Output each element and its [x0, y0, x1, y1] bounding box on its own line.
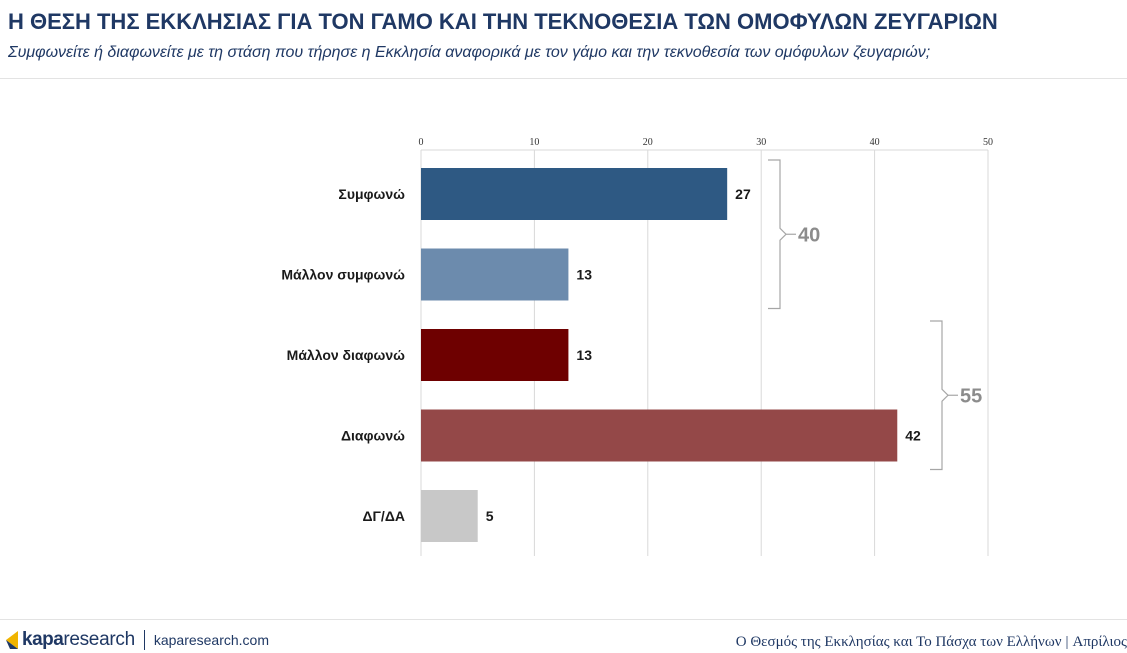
- x-tick-label: 10: [529, 137, 539, 148]
- group-brace: [768, 159, 787, 310]
- footer-report-info: Ο Θεσμός της Εκκλησίας και Το Πάσχα των …: [736, 634, 1127, 651]
- group-total-label: 55: [960, 385, 982, 407]
- page-subtitle: Συμφωνείτε ή διαφωνείτε με τη στάση που …: [8, 44, 931, 61]
- category-label: Μάλλον διαφωνώ: [287, 347, 406, 363]
- footer-date: Απρίλιος: [1072, 634, 1127, 650]
- category-label: Διαφωνώ: [341, 428, 405, 444]
- data-label: 42: [905, 428, 921, 444]
- x-tick-label: 40: [870, 137, 880, 148]
- header-divider: [0, 78, 1127, 79]
- bar: [421, 409, 898, 462]
- logo-brand-suffix: research: [63, 629, 135, 650]
- data-label: 5: [486, 508, 494, 524]
- bar: [421, 490, 478, 542]
- footer-report-title: Ο Θεσμός της Εκκλησίας και Το Πάσχα των …: [735, 634, 1062, 650]
- logo-brand: kapa: [22, 629, 64, 650]
- footer-url: kaparesearch.com: [153, 632, 270, 648]
- footer-separator: |: [1065, 634, 1069, 650]
- x-tick-label: 0: [419, 137, 424, 148]
- category-label: Συμφωνώ: [338, 186, 405, 202]
- kapa-logo-icon: [6, 631, 18, 649]
- x-tick-label: 50: [983, 137, 993, 148]
- footer-divider: [0, 619, 1127, 620]
- group-brace: [930, 320, 949, 471]
- data-label: 13: [576, 267, 592, 283]
- x-tick-label: 30: [756, 137, 766, 148]
- category-label: ΔΓ/ΔΑ: [362, 508, 405, 524]
- x-tick-label: 20: [643, 137, 653, 148]
- bar: [421, 168, 728, 220]
- data-label: 13: [576, 347, 592, 363]
- group-total-label: 40: [798, 224, 820, 246]
- bar: [421, 329, 569, 381]
- footer-logo: kapa research kaparesearch.com: [4, 628, 269, 652]
- logo-separator: [143, 630, 145, 650]
- data-label: 27: [735, 186, 751, 202]
- bar-chart: 0 10 20 30 40 50 Συμφωνώ 27 Μάλλον συμφωνώ 13 Μάλλ…: [281, 137, 993, 556]
- page-title: Η ΘΕΣΗ ΤΗΣ ΕΚΚΛΗΣΙΑΣ ΓΙΑ ΤΟΝ ΓΑΜΟ ΚΑΙ ΤΗ…: [8, 9, 998, 34]
- category-label: Μάλλον συμφωνώ: [281, 267, 405, 283]
- bar: [421, 248, 569, 301]
